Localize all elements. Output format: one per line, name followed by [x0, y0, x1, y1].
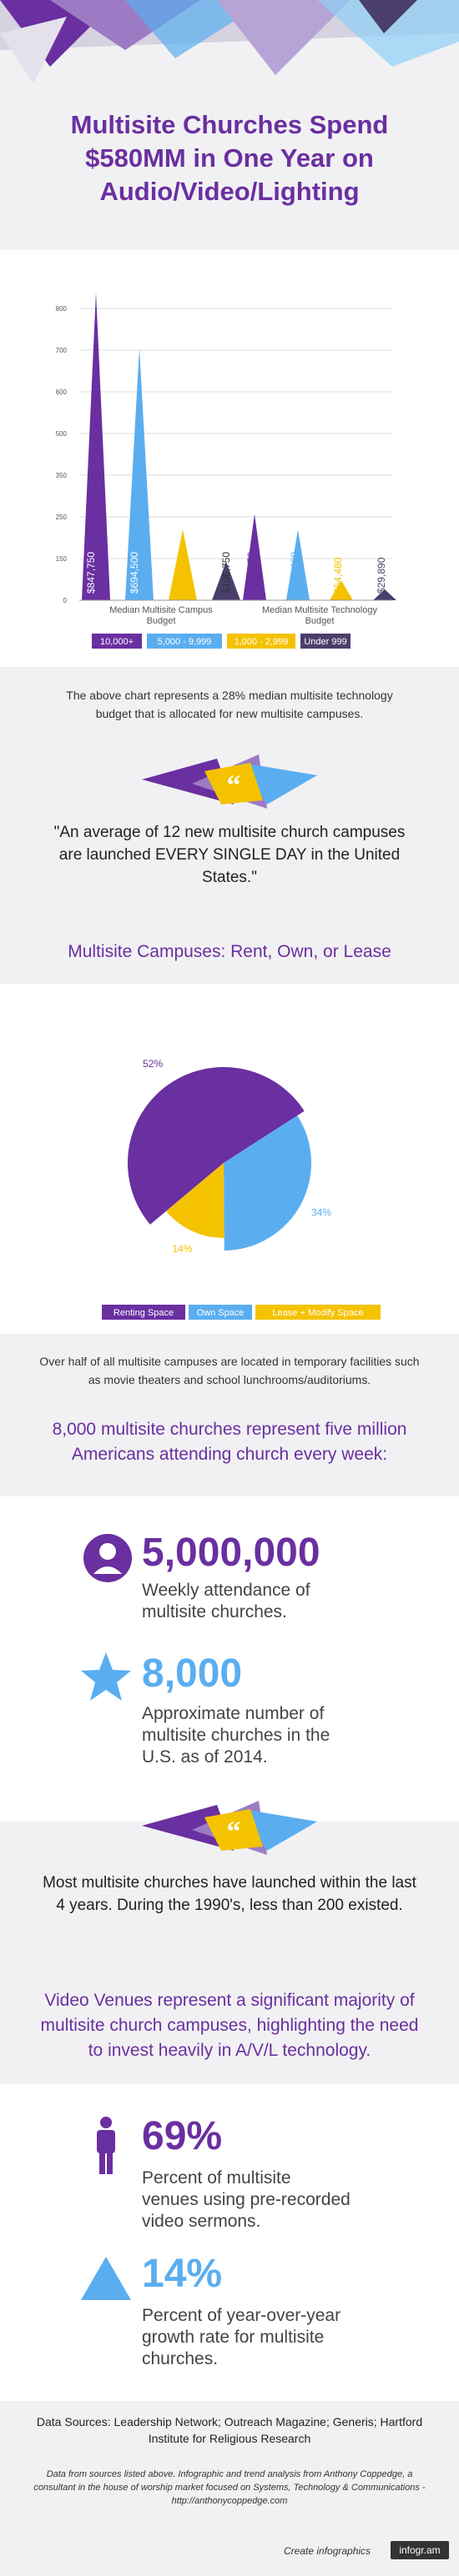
stats-card-attendance: 5,000,000 Weekly attendance of multisite… — [0, 1496, 459, 1822]
data-label: $54,480 — [332, 557, 344, 594]
bar — [125, 348, 154, 600]
header-decoration — [0, 0, 459, 83]
section-heading-venues: Video Venues represent a significant maj… — [40, 1991, 419, 2060]
y-tick-label: 350 — [56, 472, 68, 479]
stat-description: Weekly attendance of multisite churches. — [142, 1581, 310, 1621]
bar-chart-card: 0 150 250 350 500 600 700 800 $847,750 $694,500 $1… — [0, 250, 459, 667]
stat-value: 14% — [142, 2252, 223, 2296]
y-tick-label: 600 — [56, 388, 68, 396]
pie-caption: Over half of all multisite campuses are … — [39, 1355, 420, 1386]
quote-marks-icon: “ — [227, 1817, 241, 1847]
pie-chart-card: 52% 34% 14% Renting Space Own Space Lease + M… — [0, 984, 459, 1334]
section-heading-attendance: 8,000 multisite churches represent five … — [52, 1420, 407, 1464]
legend-label: Renting Space — [113, 1308, 174, 1318]
legend-swatch — [102, 1305, 185, 1320]
category-label: Budget — [147, 616, 176, 626]
data-sources: Data Sources: Leadership Network; Outrea… — [36, 2415, 423, 2445]
category-label: Budget — [305, 616, 335, 626]
pie-slice — [127, 1066, 305, 1225]
infogram-logo[interactable]: infogr.am — [391, 2541, 449, 2559]
data-label: $694,500 — [129, 552, 140, 594]
y-tick-label: 800 — [56, 305, 68, 313]
bar — [373, 589, 396, 600]
legend-swatch — [189, 1305, 252, 1320]
y-tick-label: 150 — [56, 555, 68, 563]
legend-label: Under 999 — [304, 637, 346, 647]
stat-description: Percent of multisite venues using pre-re… — [142, 2168, 351, 2231]
pie-chart: 52% 34% 14% Renting Space Own Space Lease + M… — [102, 1058, 381, 1320]
stats-card-venues: 69% Percent of multisite venues using pr… — [0, 2084, 459, 2401]
legend-label: 10,000+ — [100, 637, 134, 647]
bar — [169, 529, 197, 600]
bar-chart: 0 150 250 350 500 600 700 800 $847,750 $694,500 $1… — [56, 292, 396, 649]
data-label: $237,370 — [245, 552, 257, 594]
y-tick-label: 500 — [56, 430, 68, 438]
create-infographics-link[interactable]: Create infographics — [284, 2545, 371, 2557]
legend-label: Lease + Modify Space — [272, 1308, 363, 1318]
pie-slice — [166, 1163, 224, 1238]
pie-label: 14% — [172, 1243, 192, 1255]
quote-banner: “ — [142, 1801, 317, 1855]
legend-swatch — [92, 634, 142, 649]
legend-label: 1,000 - 2,999 — [235, 637, 289, 647]
standing-person-icon — [97, 2117, 115, 2174]
data-label: $29,890 — [376, 557, 387, 594]
quote-marks-icon: “ — [227, 770, 241, 801]
stat-value: 8,000 — [142, 1651, 243, 1696]
bar — [212, 561, 240, 600]
quote-banner: “ — [142, 754, 317, 809]
pie-slice — [224, 1115, 312, 1250]
triangle-icon — [81, 2257, 131, 2300]
data-label: $194,460 — [289, 552, 300, 594]
pie-label: 52% — [143, 1058, 163, 1070]
stat-value: 69% — [142, 2114, 223, 2158]
person-icon — [83, 1534, 132, 1582]
legend-swatch — [227, 634, 295, 649]
legend-swatch — [147, 634, 222, 649]
bar — [82, 292, 110, 600]
pie-label: 34% — [311, 1206, 331, 1218]
chart-caption: The above chart represents a 28% median … — [66, 689, 393, 720]
data-label: $194,571 — [177, 552, 189, 594]
legend-label: Own Space — [197, 1308, 245, 1318]
quote-text: "An average of 12 new multisite church c… — [53, 824, 406, 886]
quote-text: Most multisite churches have launched wi… — [43, 1874, 416, 1914]
star-icon — [81, 1652, 131, 1701]
stat-description: Percent of year-over-year growth rate fo… — [142, 2306, 341, 2368]
legend-swatch — [300, 634, 351, 649]
credit-note: Data from sources listed above. Infograp… — [33, 2469, 426, 2506]
y-tick-label: 250 — [56, 514, 68, 521]
stat-value: 5,000,000 — [142, 1531, 320, 1575]
bar — [330, 580, 353, 600]
section-heading-campuses: Multisite Campuses: Rent, Own, or Lease — [68, 942, 391, 961]
y-tick-label: 0 — [63, 597, 68, 604]
y-tick-label: 700 — [56, 347, 68, 354]
bar — [243, 514, 266, 600]
legend-label: 5,000 - 9,999 — [158, 637, 212, 647]
data-label: $106,750 — [220, 552, 232, 594]
legend-swatch — [255, 1305, 381, 1320]
data-label: $847,750 — [85, 552, 97, 594]
bar — [286, 529, 310, 600]
stat-description: Approximate number of multisite churches… — [142, 1704, 330, 1767]
category-label: Median Multisite Campus — [109, 605, 213, 615]
page-title: Multisite Churches Spend $580MM in One Y… — [70, 110, 389, 206]
category-label: Median Multisite Technology — [262, 605, 377, 615]
